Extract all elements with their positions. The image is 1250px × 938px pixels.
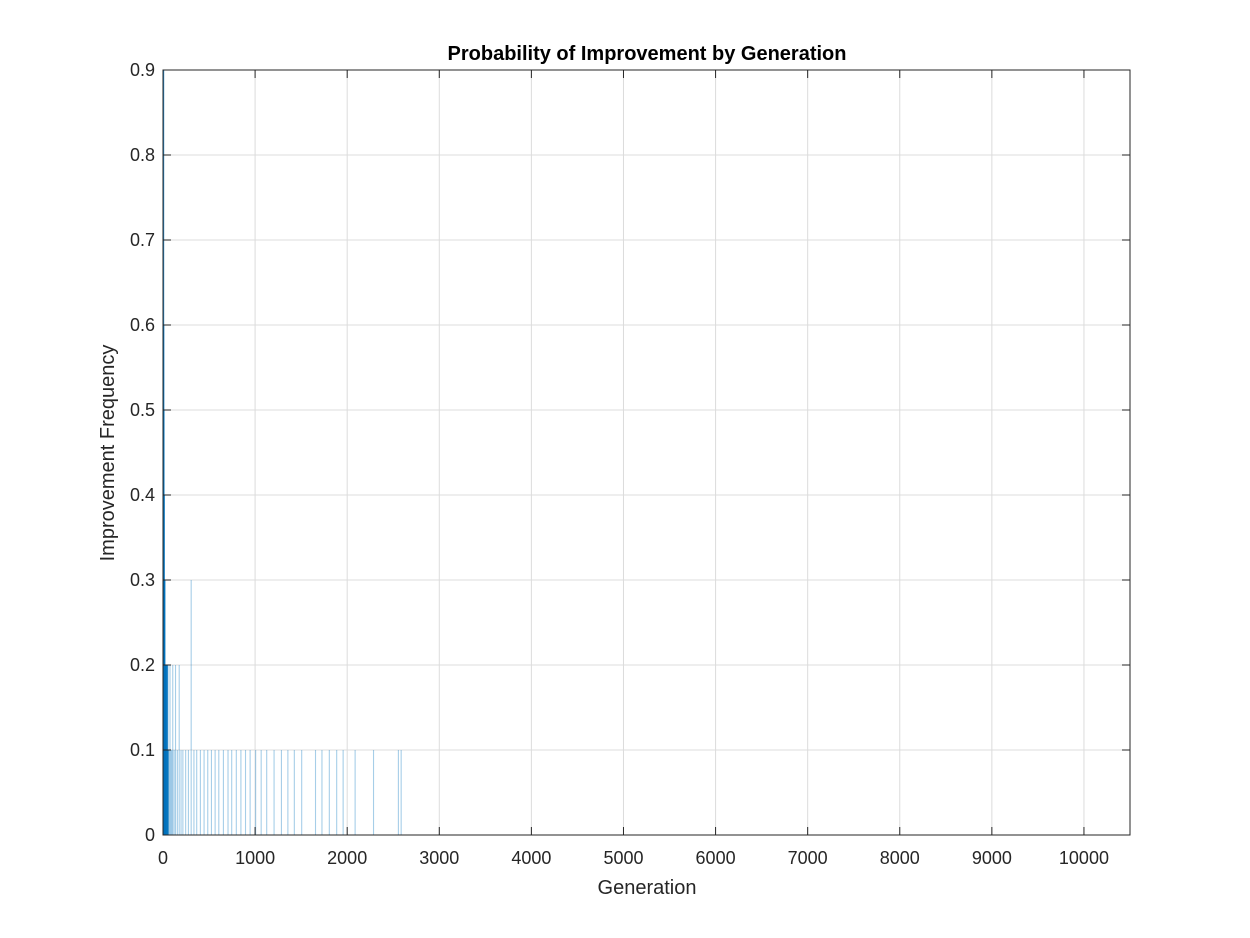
x-tick-label: 9000 bbox=[972, 848, 1012, 868]
bar bbox=[203, 750, 205, 835]
y-tick-label: 0.4 bbox=[130, 485, 155, 505]
bar bbox=[260, 750, 262, 835]
x-tick-label: 7000 bbox=[788, 848, 828, 868]
ticks: 0 1000 2000 3000 4000 5000 6000 7000 8000 9000 100… bbox=[130, 60, 1130, 868]
bar bbox=[187, 750, 189, 835]
x-tick-label: 5000 bbox=[603, 848, 643, 868]
bar bbox=[273, 750, 275, 835]
bar bbox=[372, 750, 375, 835]
bar bbox=[249, 750, 251, 835]
y-axis-label: Improvement Frequency bbox=[97, 345, 119, 562]
bar bbox=[293, 750, 295, 835]
bar bbox=[227, 750, 229, 835]
bar bbox=[182, 750, 184, 835]
bar bbox=[301, 750, 303, 835]
bar bbox=[168, 750, 170, 835]
bar bbox=[244, 750, 247, 835]
bar bbox=[400, 750, 402, 835]
y-tick-label: 0.1 bbox=[130, 740, 155, 760]
x-tick-label: 6000 bbox=[696, 848, 736, 868]
bar bbox=[354, 750, 356, 835]
bar bbox=[193, 750, 195, 835]
bar bbox=[170, 750, 172, 835]
bar bbox=[173, 750, 175, 835]
bar bbox=[397, 750, 399, 835]
bar bbox=[336, 750, 338, 835]
bar bbox=[342, 750, 344, 835]
chart-title: Probability of Improvement by Generation bbox=[448, 43, 847, 65]
bar bbox=[178, 665, 180, 835]
bar bbox=[174, 665, 177, 835]
bar bbox=[199, 750, 201, 835]
y-tick-label: 0.9 bbox=[130, 60, 155, 80]
x-axis-label: Generation bbox=[598, 877, 697, 899]
bar bbox=[321, 750, 323, 835]
bar bbox=[287, 750, 289, 835]
bar bbox=[176, 750, 178, 835]
bar bbox=[218, 750, 220, 835]
x-tick-label: 0 bbox=[158, 848, 168, 868]
bar bbox=[214, 750, 216, 835]
x-tick-label: 4000 bbox=[511, 848, 551, 868]
bar bbox=[171, 750, 173, 835]
x-tick-label: 10000 bbox=[1059, 848, 1109, 868]
bar bbox=[167, 750, 169, 835]
y-tick-label: 0.3 bbox=[130, 570, 155, 590]
y-tick-label: 0 bbox=[145, 825, 155, 845]
bar bbox=[180, 750, 182, 835]
x-tick-label: 3000 bbox=[419, 848, 459, 868]
bar bbox=[190, 580, 192, 835]
plot-frame bbox=[162, 69, 1131, 836]
bar bbox=[185, 750, 187, 835]
y-tick-label: 0.2 bbox=[130, 655, 155, 675]
bar bbox=[255, 750, 257, 835]
bar bbox=[266, 750, 268, 835]
bar bbox=[172, 665, 174, 835]
bar bbox=[207, 750, 209, 835]
bar bbox=[240, 750, 242, 835]
bar bbox=[210, 750, 212, 835]
x-tick-label: 2000 bbox=[327, 848, 367, 868]
bar bbox=[314, 750, 317, 835]
bar bbox=[222, 750, 224, 835]
x-tick-label: 8000 bbox=[880, 848, 920, 868]
y-tick-label: 0.7 bbox=[130, 230, 155, 250]
y-tick-label: 0.6 bbox=[130, 315, 155, 335]
y-tick-label: 0.8 bbox=[130, 145, 155, 165]
x-tick-label: 1000 bbox=[235, 848, 275, 868]
bar bbox=[196, 750, 198, 835]
bar bbox=[328, 750, 330, 835]
y-tick-label: 0.5 bbox=[130, 400, 155, 420]
bar bbox=[231, 750, 233, 835]
bar bbox=[235, 750, 237, 835]
bar bbox=[280, 750, 282, 835]
